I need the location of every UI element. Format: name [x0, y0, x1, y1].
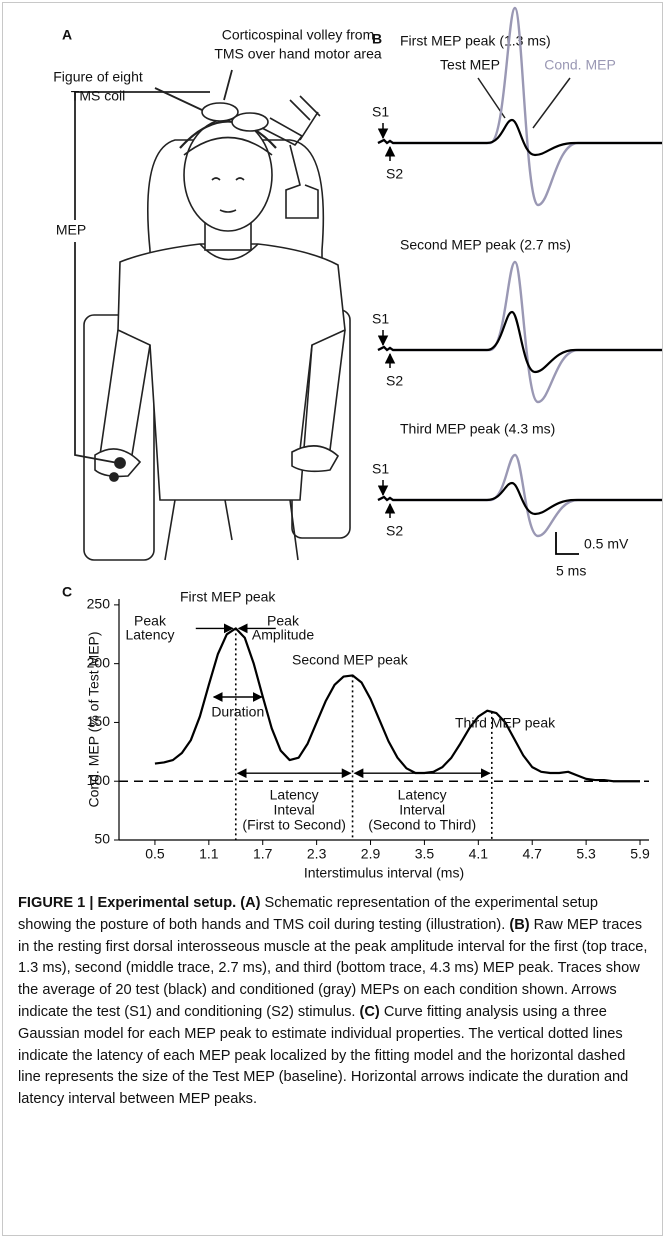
annotation: (First to Second): [242, 817, 345, 833]
panel-label: A: [62, 27, 72, 43]
annotation: Latency: [125, 627, 174, 643]
x-tick-label: 3.5: [415, 846, 435, 862]
x-tick-label: 2.3: [307, 846, 327, 862]
test-mep-label: Test MEP: [440, 57, 500, 73]
test-trace: [378, 120, 662, 155]
x-tick-label: 1.7: [253, 846, 273, 862]
annotation: Amplitude: [252, 627, 314, 643]
illustration: [84, 96, 350, 560]
s2-label: S2: [386, 373, 403, 389]
annotation: Inteval: [274, 802, 315, 818]
trace-title: First MEP peak (1.3 ms): [400, 33, 551, 49]
s1-label: S1: [372, 311, 389, 327]
y-axis-label: Cond. MEP (% of Test MEP): [86, 631, 102, 807]
annotation: Interval: [399, 802, 445, 818]
caption-text: (C): [360, 1004, 380, 1020]
x-tick-label: 0.5: [145, 846, 165, 862]
y-tick-label: 250: [87, 596, 111, 612]
figure: A Corticospinal volley from TMS over han…: [0, 0, 667, 885]
x-axis-label: Interstimulus interval (ms): [304, 865, 464, 881]
volley-note: Corticospinal volley from: [222, 27, 375, 43]
y-tick-label: 50: [94, 831, 110, 847]
x-tick-label: 4.7: [522, 846, 542, 862]
panel-label: B: [372, 31, 382, 47]
annotation: (Second to Third): [368, 817, 476, 833]
scale-time: 5 ms: [556, 563, 586, 579]
x-tick-label: 1.1: [199, 846, 219, 862]
coil-label: TMS coil: [71, 88, 125, 104]
test-trace: [378, 483, 662, 514]
annotation: Latency: [270, 787, 319, 803]
annotation: Latency: [398, 787, 447, 803]
page: A Corticospinal volley from TMS over han…: [0, 0, 667, 1240]
peak-label: Third MEP peak: [455, 715, 556, 731]
caption-text: FIGURE 1 | Experimental setup. (A): [18, 895, 261, 911]
volley-note: TMS over hand motor area: [214, 46, 382, 62]
coil-label: Figure of eight: [53, 69, 143, 85]
caption-text: (B): [509, 917, 529, 933]
cond-mep-label: Cond. MEP: [544, 57, 616, 73]
test-trace: [378, 312, 662, 372]
annotation: Duration: [211, 704, 264, 720]
trace-title: Third MEP peak (4.3 ms): [400, 421, 555, 437]
s1-label: S1: [372, 461, 389, 477]
x-tick-label: 4.1: [469, 846, 489, 862]
x-tick-label: 5.9: [630, 846, 650, 862]
caption: FIGURE 1 | Experimental setup. (A) Schem…: [18, 893, 650, 1111]
x-tick-label: 5.3: [576, 846, 596, 862]
mep-label: MEP: [56, 222, 86, 238]
scale-amplitude: 0.5 mV: [584, 536, 629, 552]
peak-label: Second MEP peak: [292, 652, 409, 668]
peak-label: First MEP peak: [180, 589, 276, 605]
panel-label: C: [62, 584, 72, 600]
s2-label: S2: [386, 166, 403, 182]
s2-label: S2: [386, 523, 403, 539]
trace-title: Second MEP peak (2.7 ms): [400, 237, 571, 253]
s1-label: S1: [372, 104, 389, 120]
x-tick-label: 2.9: [361, 846, 381, 862]
scale-bar: [556, 532, 579, 554]
